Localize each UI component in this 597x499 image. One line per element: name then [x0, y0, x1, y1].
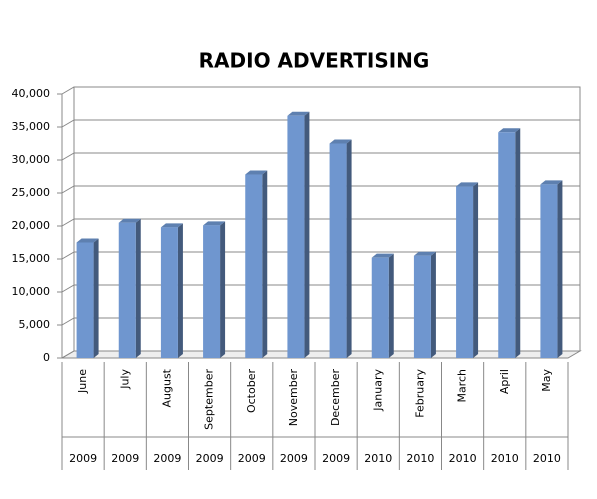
x-group-label: 2009 — [69, 452, 97, 465]
y-tick-label: 5,000 — [19, 318, 51, 331]
bar-top — [76, 238, 99, 243]
bar-top — [118, 218, 141, 223]
bar-side — [135, 218, 141, 358]
x-tick-label: July — [118, 369, 131, 390]
y-tick-label: 15,000 — [12, 252, 51, 265]
bar — [413, 255, 431, 358]
x-group-label: 2010 — [449, 452, 477, 465]
bar-top — [203, 221, 226, 226]
x-group-label: 2010 — [491, 452, 519, 465]
x-tick-label: August — [160, 368, 173, 407]
bar-top — [245, 170, 268, 175]
bar — [329, 143, 347, 358]
bar-top — [329, 139, 352, 144]
x-tick-label: September — [203, 369, 216, 430]
bar — [540, 184, 558, 358]
grid-line — [61, 86, 580, 95]
bar-top — [540, 180, 563, 185]
x-tick-label: November — [287, 369, 300, 427]
bar-top — [413, 251, 436, 256]
x-tick-label: February — [413, 369, 426, 418]
grid-line — [61, 317, 580, 326]
x-tick-label: January — [371, 369, 384, 412]
bar-side — [220, 221, 226, 358]
x-group-label: 2009 — [196, 452, 224, 465]
bar-side — [262, 170, 268, 358]
chart-title: RADIO ADVERTISING — [199, 49, 430, 73]
bar — [287, 115, 305, 358]
bar — [118, 222, 136, 358]
y-tick-label: 0 — [43, 351, 50, 364]
x-group-label: 2009 — [153, 452, 181, 465]
x-group-label: 2010 — [406, 452, 434, 465]
x-group-label: 2009 — [111, 452, 139, 465]
x-tick-label: October — [245, 369, 258, 413]
x-group-label: 2010 — [364, 452, 392, 465]
bar-side — [515, 128, 521, 358]
grid-line — [61, 350, 580, 359]
bar-side — [430, 251, 436, 358]
bar — [203, 225, 221, 358]
grid-line — [61, 152, 580, 161]
y-tick-label: 10,000 — [12, 285, 51, 298]
bar-side — [557, 180, 563, 358]
y-tick-label: 35,000 — [12, 120, 51, 133]
grid-line — [61, 218, 580, 227]
x-tick-label: May — [540, 369, 553, 392]
bar — [245, 174, 263, 358]
grid-line — [61, 119, 580, 128]
bar-top — [498, 128, 521, 133]
y-tick-label: 40,000 — [12, 87, 51, 100]
y-tick-label: 25,000 — [12, 186, 51, 199]
x-tick-label: June — [76, 369, 89, 394]
x-tick-label: March — [456, 369, 469, 403]
bar — [498, 132, 516, 358]
bar-top — [160, 223, 183, 228]
x-group-label: 2009 — [322, 452, 350, 465]
bar-side — [93, 238, 99, 358]
bar-side — [177, 223, 183, 358]
x-tick-label: April — [498, 369, 511, 394]
bar-top — [371, 253, 394, 258]
x-group-label: 2009 — [238, 452, 266, 465]
y-tick-label: 20,000 — [12, 219, 51, 232]
x-group-label: 2009 — [280, 452, 308, 465]
bar — [371, 257, 389, 358]
bar-top — [287, 111, 310, 116]
bar — [456, 186, 474, 358]
bar-top — [456, 182, 479, 187]
y-tick-label: 30,000 — [12, 153, 51, 166]
bar — [160, 227, 178, 358]
grid-line — [61, 284, 580, 293]
x-group-label: 2010 — [533, 452, 561, 465]
grid-line — [61, 185, 580, 194]
bar-side — [346, 139, 352, 358]
bar-side — [388, 253, 394, 358]
bar-side — [304, 111, 310, 358]
bar — [76, 242, 94, 358]
grid-line — [61, 251, 580, 260]
x-tick-label: December — [329, 369, 342, 427]
bar-side — [473, 182, 479, 358]
